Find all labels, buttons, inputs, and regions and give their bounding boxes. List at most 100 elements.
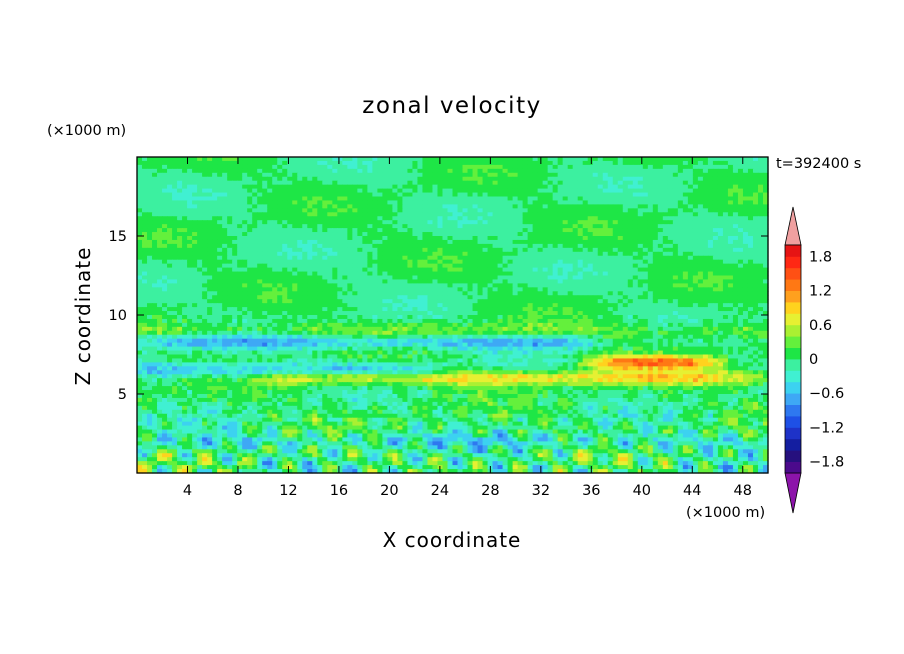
field-cell (212, 247, 218, 253)
field-cell (447, 255, 454, 261)
field-cell (372, 255, 378, 261)
field-cell (157, 176, 163, 182)
field-cell (182, 224, 188, 229)
field-cell (147, 239, 153, 245)
field-cell (572, 303, 579, 308)
field-cell (617, 172, 624, 178)
field-cell (207, 232, 213, 237)
field-cell (582, 164, 589, 170)
field-cell (457, 164, 464, 170)
field-cell (282, 279, 288, 284)
field-cell (512, 271, 519, 277)
field-cell (457, 172, 464, 178)
field-cell (477, 243, 484, 249)
field-cell (702, 192, 709, 198)
field-cell (212, 295, 218, 300)
field-cell (152, 200, 158, 205)
field-cell (732, 228, 739, 233)
field-cell (477, 212, 484, 217)
field-cell (387, 255, 394, 261)
field-cell (697, 200, 704, 205)
field-cell (397, 200, 404, 205)
field-cell (492, 295, 499, 300)
field-cell (412, 299, 419, 304)
field-cell (752, 275, 759, 281)
field-cell (682, 275, 689, 281)
field-cell (542, 208, 549, 213)
field-cell (187, 267, 193, 273)
field-cell (542, 275, 549, 281)
field-cell (422, 291, 429, 296)
field-cell (697, 283, 704, 288)
field-cell (612, 307, 619, 312)
field-cell (592, 275, 599, 281)
field-cell (482, 311, 489, 316)
field-cell (292, 200, 298, 205)
field-cell (337, 311, 343, 316)
field-cell (482, 200, 489, 205)
field-cell (757, 216, 764, 221)
field-cell (322, 188, 328, 194)
field-cell (432, 212, 439, 217)
field-cell (372, 291, 378, 296)
field-cell (337, 192, 343, 198)
field-cell (192, 279, 198, 284)
field-cell (422, 255, 429, 261)
field-cell (437, 220, 444, 225)
field-cell (512, 228, 519, 233)
field-cell (172, 275, 178, 281)
field-cell (547, 184, 554, 190)
field-cell (722, 239, 729, 245)
field-cell (557, 220, 564, 225)
field-cell (617, 160, 624, 166)
field-cell (232, 291, 238, 296)
field-cell (337, 259, 343, 265)
field-cell (607, 172, 614, 178)
field-cell (417, 220, 424, 225)
field-cell (732, 271, 739, 277)
field-cell (367, 307, 373, 312)
field-cell (617, 291, 624, 296)
field-cell (177, 255, 183, 261)
field-cell (187, 160, 193, 166)
field-cell (222, 216, 228, 221)
field-cell (282, 176, 288, 182)
field-cell (357, 232, 363, 237)
field-cell (697, 267, 704, 273)
field-cell (722, 196, 729, 202)
field-cell (307, 287, 313, 292)
field-cell (572, 255, 579, 261)
field-cell (522, 160, 529, 166)
field-cell (567, 275, 574, 281)
field-cell (297, 212, 303, 217)
field-cell (467, 283, 474, 288)
field-cell (667, 303, 674, 308)
field-cell (467, 271, 474, 277)
field-cell (622, 208, 629, 213)
field-cell (597, 157, 604, 162)
field-cell (712, 239, 719, 245)
field-cell (762, 275, 769, 281)
field-cell (532, 247, 539, 253)
field-cell (717, 220, 724, 225)
field-cell (562, 208, 569, 213)
field-cell (477, 311, 484, 316)
field-cell (462, 172, 469, 178)
field-cell (187, 208, 193, 213)
field-cell (372, 283, 378, 288)
field-cell (612, 176, 619, 182)
field-cell (272, 291, 278, 296)
field-cell (512, 164, 519, 170)
field-cell (622, 243, 629, 249)
field-cell (707, 224, 714, 229)
field-cell (697, 184, 704, 190)
field-cell (557, 287, 564, 292)
field-cell (612, 224, 619, 229)
field-cell (577, 295, 584, 300)
field-cell (222, 279, 228, 284)
field-cell (742, 239, 749, 245)
field-cell (262, 243, 268, 249)
field-cell (197, 184, 203, 190)
field-cell (242, 255, 248, 261)
time-label: t=392400 s (776, 156, 861, 172)
